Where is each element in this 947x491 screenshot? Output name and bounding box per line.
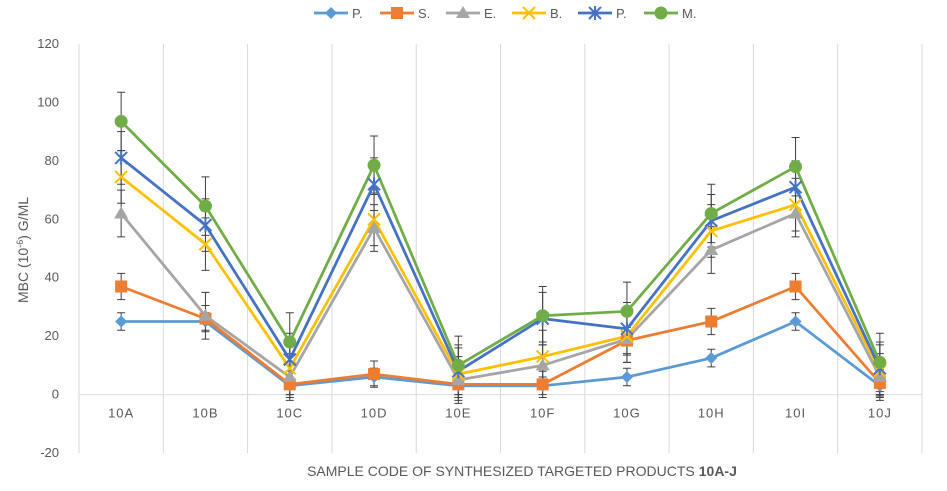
marker-diamond [620,371,633,384]
marker-triangle [535,358,550,371]
x-tick-label: 10J [868,406,892,421]
x-axis-ticks: 10A 10B 10C 10D 10E 10F 10G 10H 10I 10J [108,406,892,421]
series-line [121,320,881,388]
y-tick-label: 60 [45,211,59,226]
legend-label: E. [484,6,496,21]
legend-label: P. [616,6,627,21]
y-tick-label: 20 [45,328,59,343]
legend-label: M. [682,6,696,21]
x-tick-label: 10D [361,406,388,421]
legend-label: B. [550,6,562,21]
marker-square [705,315,718,328]
legend: P. S. E. B. P. M. [314,6,696,21]
marker-circle [198,199,212,213]
marker-x [367,212,381,226]
marker-triangle [114,206,129,219]
marker-diamond [325,7,337,19]
marker-circle [620,304,634,318]
marker-triangle [788,206,803,219]
marker-diamond [115,315,128,328]
marker-triangle [367,221,382,234]
y-tick-label: 80 [45,153,59,168]
series-line [120,175,882,376]
y-tick-label: 100 [37,94,59,109]
x-tick-label: 10C [276,406,303,421]
x-tick-label: 10G [613,406,641,421]
marker-circle [451,358,465,372]
marker-star [198,218,213,233]
series-line [120,212,882,382]
y-axis-ticks: -20 0 20 40 60 80 100 120 [37,36,59,460]
x-axis-title-bold: 10A-J [699,463,737,479]
marker-diamond [705,352,718,365]
marker-triangle [198,308,213,321]
marker-triangle [451,372,466,385]
marker-triangle [619,332,634,345]
marker-star [114,150,128,165]
x-tick-label: 10B [192,406,218,421]
y-tick-label: 0 [52,387,59,402]
marker-star [283,352,297,367]
x-tick-label: 10E [445,406,471,421]
x-tick-label: 10F [530,406,555,421]
marker-circle [873,355,887,369]
series-lines [120,120,882,388]
series-markers [114,114,887,392]
y-tick-label: 40 [45,270,59,285]
marker-star [788,180,803,195]
y-axis-title: MBC (10-6) G/ML [15,197,31,303]
marker-circle [789,160,803,174]
marker-x [198,237,213,251]
legend-label: S. [418,6,430,21]
marker-circle [283,335,297,349]
marker-star [620,321,634,336]
marker-square [115,280,128,293]
x-axis-title-text: SAMPLE CODE OF SYNTHESIZED TARGETED PROD… [307,463,695,479]
series-line [120,285,881,386]
marker-square [368,368,381,381]
y-tick-label: 120 [37,36,59,51]
y-axis-title-prefix: MBC (10 [15,248,31,303]
marker-star [367,177,381,192]
series-line [120,120,882,367]
marker-circle [704,206,718,220]
marker-x [788,197,803,212]
x-tick-label: 10H [698,406,725,421]
marker-x [535,349,550,364]
marker-triangle [282,370,297,383]
marker-triangle [456,6,470,18]
x-axis-title: SAMPLE CODE OF SYNTHESIZED TARGETED PROD… [307,463,737,479]
marker-x [704,224,718,238]
marker-diamond [789,315,802,328]
marker-star [588,6,602,20]
marker-triangle [704,242,719,255]
marker-triangle [872,370,887,383]
series-line [120,156,882,373]
marker-circle [536,309,550,323]
marker-square [391,7,403,19]
marker-square [789,280,802,293]
legend-label: P. [352,6,363,21]
y-tick-label: -20 [40,445,59,460]
marker-circle [367,158,381,172]
y-axis-title-sup: -6 [15,240,25,248]
marker-x [522,6,536,20]
x-tick-label: 10A [108,406,134,421]
grid-lines [78,44,923,453]
x-tick-label: 10I [785,406,806,421]
marker-circle [654,6,668,20]
y-axis-title-suffix: ) G/ML [15,197,31,240]
marker-x [114,170,128,184]
marker-square [536,378,549,391]
marker-circle [114,114,128,128]
